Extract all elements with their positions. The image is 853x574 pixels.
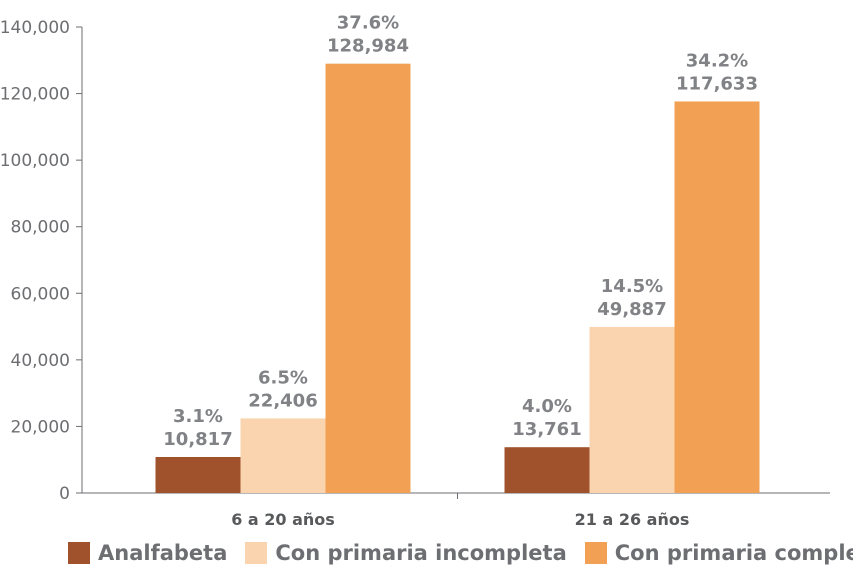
data-label-percent: 14.5% — [601, 276, 663, 297]
x-tick-label: 6 a 20 años — [231, 510, 335, 529]
y-tick-label: 140,000 — [0, 18, 70, 38]
data-label-percent: 34.2% — [686, 50, 748, 71]
data-label-value: 22,406 — [248, 390, 317, 411]
bar — [325, 63, 411, 493]
bar — [155, 456, 241, 493]
data-labels: 3.1%10,817 6.5%22,406 37.6%128,984 4.0%13,7… — [163, 13, 758, 450]
y-tick-label: 60,000 — [11, 284, 70, 304]
y-tick-label: 40,000 — [11, 351, 70, 371]
data-label-value: 128,984 — [327, 36, 409, 57]
legend-swatch-primaria-completa — [584, 542, 607, 564]
y-tick-label: 100,000 — [0, 151, 70, 171]
data-label-value: 117,633 — [676, 73, 758, 94]
y-tick-label: 20,000 — [11, 417, 70, 437]
data-label-percent: 37.6% — [337, 13, 399, 34]
legend-swatch-primaria-incompleta — [245, 542, 268, 564]
legend-label-analfabeta: Analfabeta — [98, 541, 228, 565]
y-tick-label: 0 — [59, 484, 70, 504]
legend-swatch-analfabeta — [68, 542, 90, 564]
legend-item-primaria-incompleta: Con primaria incompleta — [245, 541, 567, 565]
bar-chart: 0 20,000 40,000 60,000 80,000 100,000 120,000 1… — [0, 13, 830, 529]
data-label-percent: 3.1% — [173, 406, 223, 427]
data-label-percent: 6.5% — [258, 367, 308, 388]
legend-label-primaria-incompleta: Con primaria incompleta — [275, 541, 567, 565]
bar — [240, 418, 326, 493]
y-tick-label: 120,000 — [0, 85, 70, 105]
x-tick-label: 21 a 26 años — [575, 510, 690, 529]
legend: Analfabeta Con primaria incompleta Con p… — [68, 541, 853, 565]
axes: 0 20,000 40,000 60,000 80,000 100,000 120,000 1… — [0, 18, 830, 529]
data-label-value: 49,887 — [597, 299, 666, 320]
data-label-percent: 4.0% — [522, 396, 572, 417]
bar — [504, 447, 590, 493]
legend-label-primaria-completa: Con primaria completa — [614, 541, 853, 565]
y-tick-label: 80,000 — [11, 218, 70, 238]
data-label-value: 10,817 — [163, 429, 232, 450]
legend-item-analfabeta: Analfabeta — [68, 541, 227, 565]
data-label-value: 13,761 — [512, 419, 581, 440]
bars — [155, 63, 760, 493]
bar — [589, 326, 675, 493]
bar — [674, 101, 760, 493]
legend-item-primaria-completa: Con primaria completa — [584, 541, 853, 565]
